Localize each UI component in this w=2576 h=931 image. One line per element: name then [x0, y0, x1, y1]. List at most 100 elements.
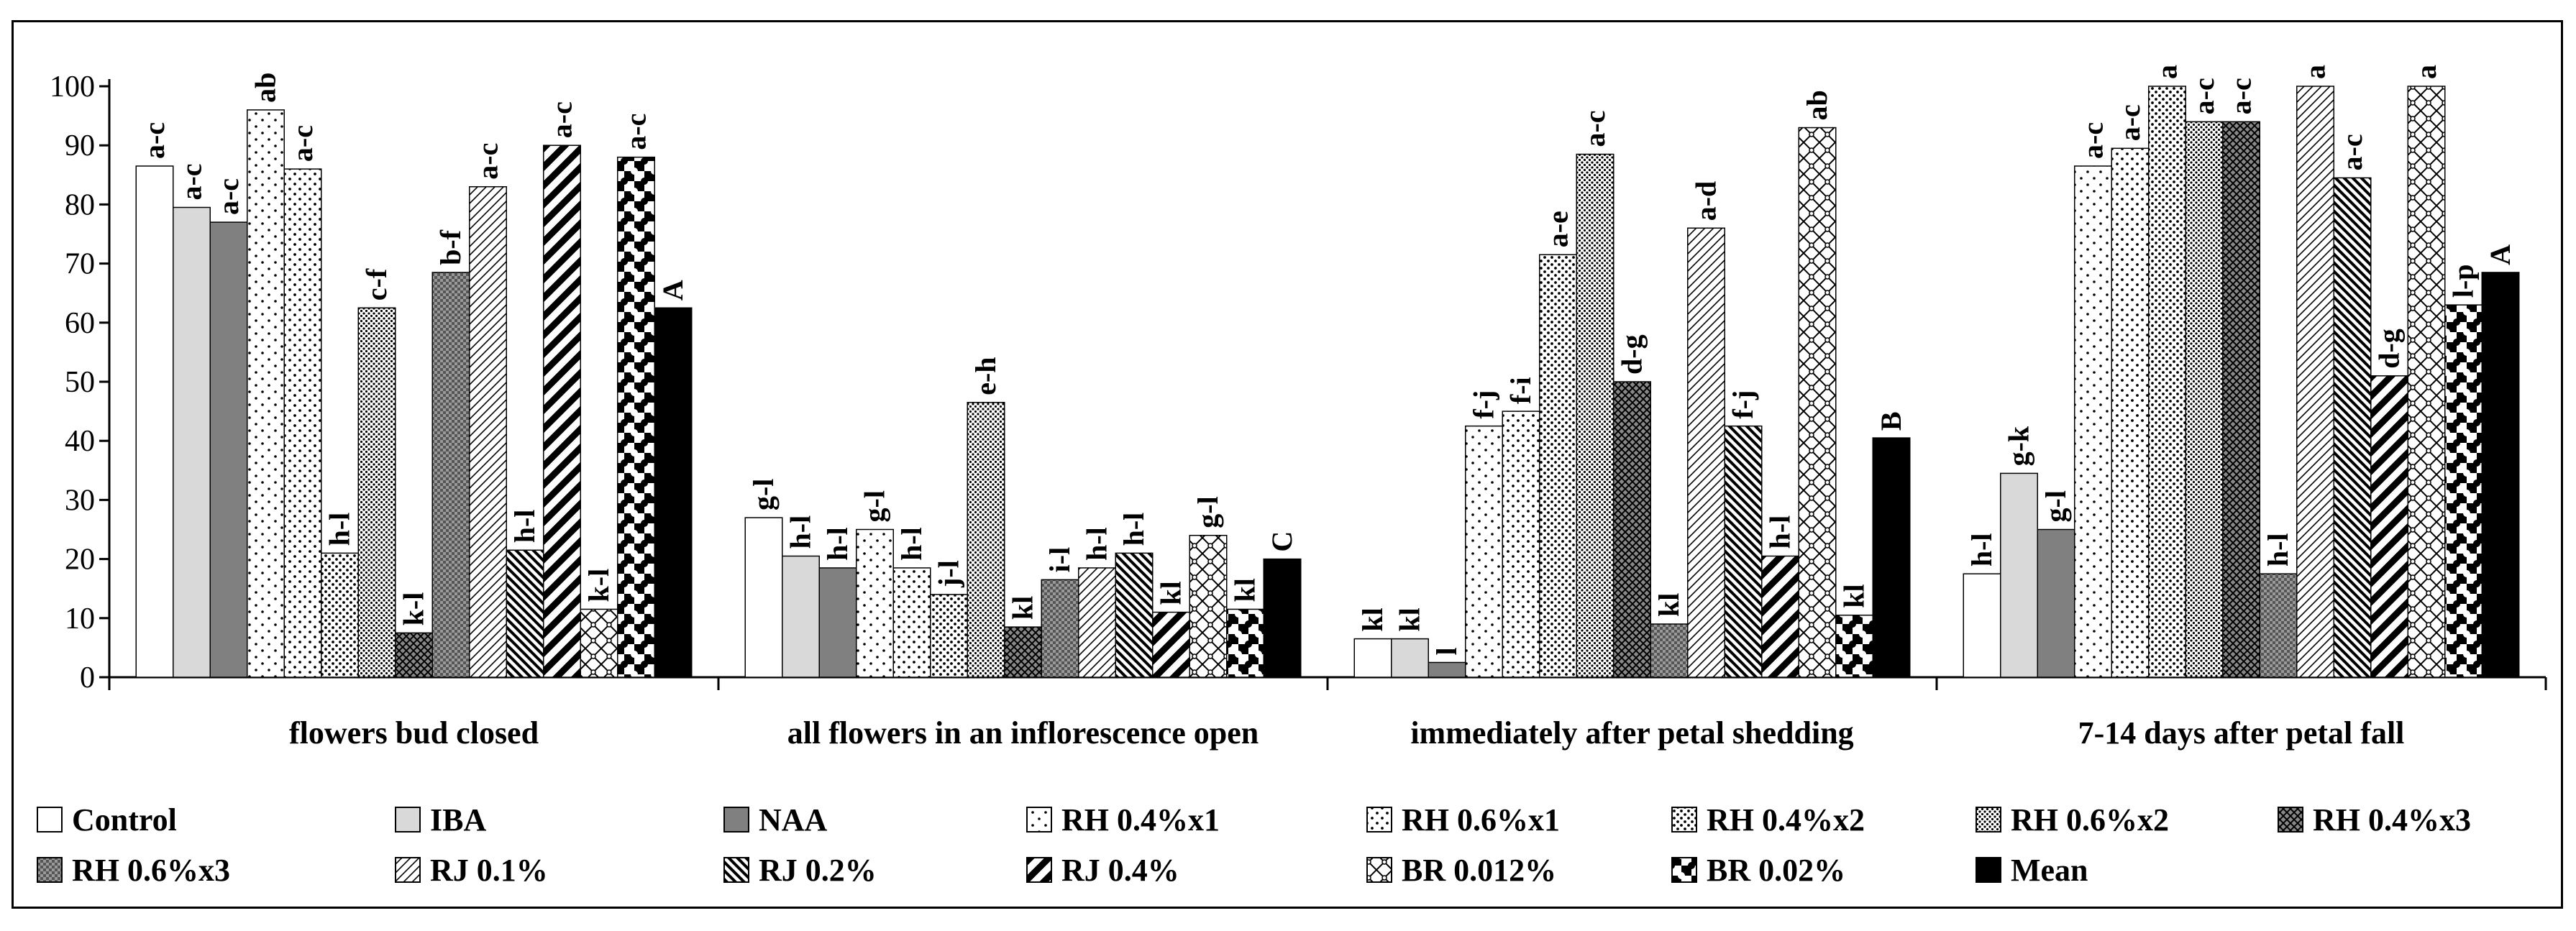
y-tick-label: 0 [80, 661, 95, 694]
y-tick-label: 100 [50, 70, 95, 104]
bar-rj-0-4-immediately-after-petal-shedding [1761, 555, 1799, 678]
y-tick-label: 70 [65, 248, 95, 281]
bar-rh-0-6-x1-all-flowers-in-an-inflorescence-open [892, 567, 931, 678]
bar-letter-label: g-l [1192, 496, 1224, 528]
bar-rh-0-4-x1-immediately-after-petal-shedding [1465, 425, 1503, 678]
bar-letter-label: e-h [969, 357, 1002, 395]
legend-label-rj-0-2: RJ 0.2% [759, 853, 877, 888]
bar-letter-label: h-l [1118, 513, 1150, 546]
bar-naa-7-14-days-after-petal-fall [2037, 528, 2075, 678]
bar-letter-label: f-i [1504, 377, 1537, 404]
bar-letter-label: A [2484, 244, 2516, 265]
bar-letter-label: h-l [821, 527, 854, 561]
bar-naa-flowers-bud-closed [209, 221, 248, 678]
bar-letter-label: g-k [2003, 426, 2035, 466]
bar-letter-label: k-l [398, 592, 430, 626]
category-label-flowers-bud-closed: flowers bud closed [289, 715, 539, 751]
bar-rh-0-4-x2-immediately-after-petal-shedding [1539, 254, 1577, 678]
bar-mean-all-flowers-in-an-inflorescence-open [1263, 558, 1302, 678]
bar-naa-all-flowers-in-an-inflorescence-open [818, 567, 857, 678]
bar-letter-label: kl [1007, 596, 1039, 620]
legend-label-br-0-02: BR 0.02% [1707, 853, 1845, 888]
bar-letter-label: a-c [546, 101, 578, 138]
bar-letter-label: g-l [747, 479, 780, 510]
bar-letter-label: a-c [2114, 104, 2146, 141]
bar-letter-label: a-c [212, 178, 245, 215]
bar-letter-label: h-l [508, 510, 541, 544]
bar-rh-0-4-x2-all-flowers-in-an-inflorescence-open [930, 594, 968, 678]
bar-rh-0-6-x3-flowers-bud-closed [431, 272, 470, 678]
bar-br-0-02-flowers-bud-closed [617, 156, 655, 678]
legend-label-rh-0-6-x2: RH 0.6%x2 [2011, 802, 2169, 838]
bar-letter-label: kl [1229, 578, 1261, 602]
bar-letter-label: a-c [2077, 122, 2109, 159]
legend-swatch-iba [395, 807, 421, 833]
bar-letter-label: a-d [1690, 181, 1722, 221]
legend-swatch-rh-0-4-x2 [1671, 807, 1697, 833]
legend-label-br-0-012: BR 0.012% [1402, 853, 1556, 888]
bar-control-all-flowers-in-an-inflorescence-open [744, 517, 783, 678]
legend-swatch-rh-0-4-x1 [1026, 807, 1052, 833]
legend-swatch-rh-0-6-x1 [1366, 807, 1392, 833]
bar-letter-label: ab [250, 73, 282, 103]
bar-letter-label: g-l [2040, 490, 2072, 522]
bar-rj-0-2-immediately-after-petal-shedding [1724, 425, 1763, 678]
y-tick-label: 60 [65, 307, 95, 340]
legend-label-rh-0-4-x2: RH 0.4%x2 [1707, 802, 1865, 838]
bar-letter-label: d-g [1616, 334, 1648, 375]
bar-rh-0-6-x3-immediately-after-petal-shedding [1650, 623, 1689, 678]
bar-letter-label: B [1875, 411, 1907, 431]
bar-letter-label: a-c [620, 114, 652, 150]
bar-rj-0-4-all-flowers-in-an-inflorescence-open [1152, 611, 1190, 678]
bar-rh-0-6-x2-7-14-days-after-petal-fall [2185, 121, 2224, 678]
bar-rh-0-6-x2-flowers-bud-closed [357, 307, 396, 678]
legend-swatch-rj-0-1 [395, 857, 421, 883]
legend-label-iba: IBA [430, 802, 486, 838]
bar-letter-label: f-j [1468, 390, 1500, 419]
legend-swatch-rh-0-6-x2 [1976, 807, 2001, 833]
bar-br-0-012-7-14-days-after-petal-fall [2407, 86, 2446, 678]
bar-letter-label: kl [1394, 607, 1426, 631]
bar-control-immediately-after-petal-shedding [1353, 638, 1392, 678]
bar-letter-label: i-l [1043, 547, 1076, 573]
bar-letter-label: g-l [859, 490, 891, 522]
y-tick-label: 90 [65, 129, 95, 162]
bar-rh-0-6-x1-7-14-days-after-petal-fall [2111, 147, 2150, 678]
bar-iba-7-14-days-after-petal-fall [2000, 472, 2038, 678]
bar-br-0-02-immediately-after-petal-shedding [1835, 614, 1873, 678]
bar-br-0-02-all-flowers-in-an-inflorescence-open [1226, 608, 1264, 678]
bar-rh-0-4-x1-all-flowers-in-an-inflorescence-open [856, 528, 894, 678]
bar-letter-label: a-c [286, 125, 319, 162]
legend-label-rh-0-4-x1: RH 0.4%x1 [1061, 802, 1220, 838]
bar-rh-0-4-x3-flowers-bud-closed [395, 632, 433, 678]
bar-letter-label: l-p [2447, 264, 2480, 298]
bar-letter-label: a-c [2336, 134, 2368, 170]
bar-control-flowers-bud-closed [135, 165, 174, 678]
y-tick-label: 30 [65, 484, 95, 517]
bar-br-0-02-7-14-days-after-petal-fall [2444, 304, 2483, 678]
y-tick-label: 50 [65, 366, 95, 399]
bar-rh-0-4-x3-all-flowers-in-an-inflorescence-open [1004, 626, 1042, 678]
bar-rj-0-1-all-flowers-in-an-inflorescence-open [1078, 567, 1116, 678]
bar-rh-0-6-x2-immediately-after-petal-shedding [1576, 153, 1614, 678]
bar-letter-label: j-l [933, 560, 965, 588]
bar-letter-label: h-l [785, 515, 817, 549]
legend-swatch-control [37, 807, 63, 833]
legend-label-rj-0-1: RJ 0.1% [430, 853, 548, 888]
bar-letter-label: b-f [434, 229, 467, 265]
bar-mean-immediately-after-petal-shedding [1872, 437, 1911, 678]
bar-letter-label: C [1266, 531, 1298, 552]
bar-control-7-14-days-after-petal-fall [1963, 573, 2001, 678]
legend-label-control: Control [72, 802, 177, 838]
bar-letter-label: a-c [2225, 78, 2257, 114]
bar-iba-all-flowers-in-an-inflorescence-open [782, 555, 820, 678]
bar-letter-label: a [2299, 65, 2331, 79]
bar-rh-0-6-x1-flowers-bud-closed [283, 168, 322, 678]
legend-swatch-rh-0-6-x3 [37, 857, 63, 883]
bar-letter-label: c-f [360, 268, 393, 301]
bar-letter-label: a-c [2188, 78, 2220, 114]
bar-iba-immediately-after-petal-shedding [1391, 638, 1429, 678]
legend-label-rh-0-6-x3: RH 0.6%x3 [72, 853, 230, 888]
bar-letter-label: h-l [324, 513, 356, 546]
